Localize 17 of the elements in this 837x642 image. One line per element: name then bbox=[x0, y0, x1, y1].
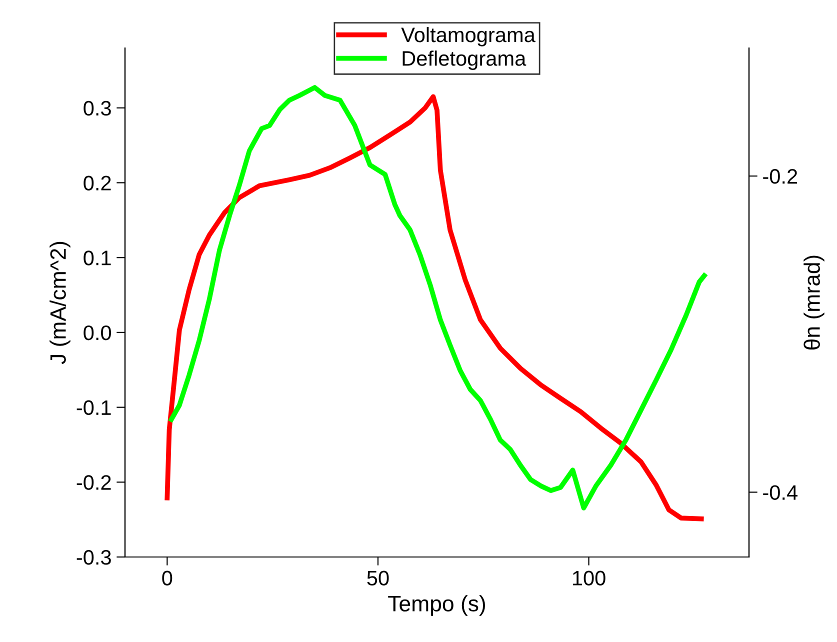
x-axis-title: Tempo (s) bbox=[388, 595, 486, 616]
legend-label: Voltamograma bbox=[401, 26, 536, 46]
y-tick-label: 0.2 bbox=[84, 176, 111, 190]
y-tick-label: 0.3 bbox=[84, 100, 111, 116]
y-tick-label: -0.3 bbox=[76, 550, 111, 565]
y2-axis-title: θn (mrad) bbox=[804, 256, 824, 350]
y-tick-label: -0.1 bbox=[76, 400, 111, 416]
y-tick-label: -0.2 bbox=[76, 475, 111, 490]
x-tick-label: 100 bbox=[572, 570, 606, 586]
x-tick-label: 50 bbox=[367, 570, 389, 586]
y-tick-label: 0.0 bbox=[84, 325, 111, 340]
y-tick-label: 0.1 bbox=[84, 250, 111, 266]
y2-tick-label: -0.4 bbox=[763, 485, 798, 500]
y2-tick-label: -0.2 bbox=[763, 169, 798, 184]
x-tick-label: 0 bbox=[162, 570, 172, 586]
legend-label: Defletograma bbox=[402, 50, 526, 70]
y-axis-title: J (mA/cm^2) bbox=[50, 242, 70, 364]
